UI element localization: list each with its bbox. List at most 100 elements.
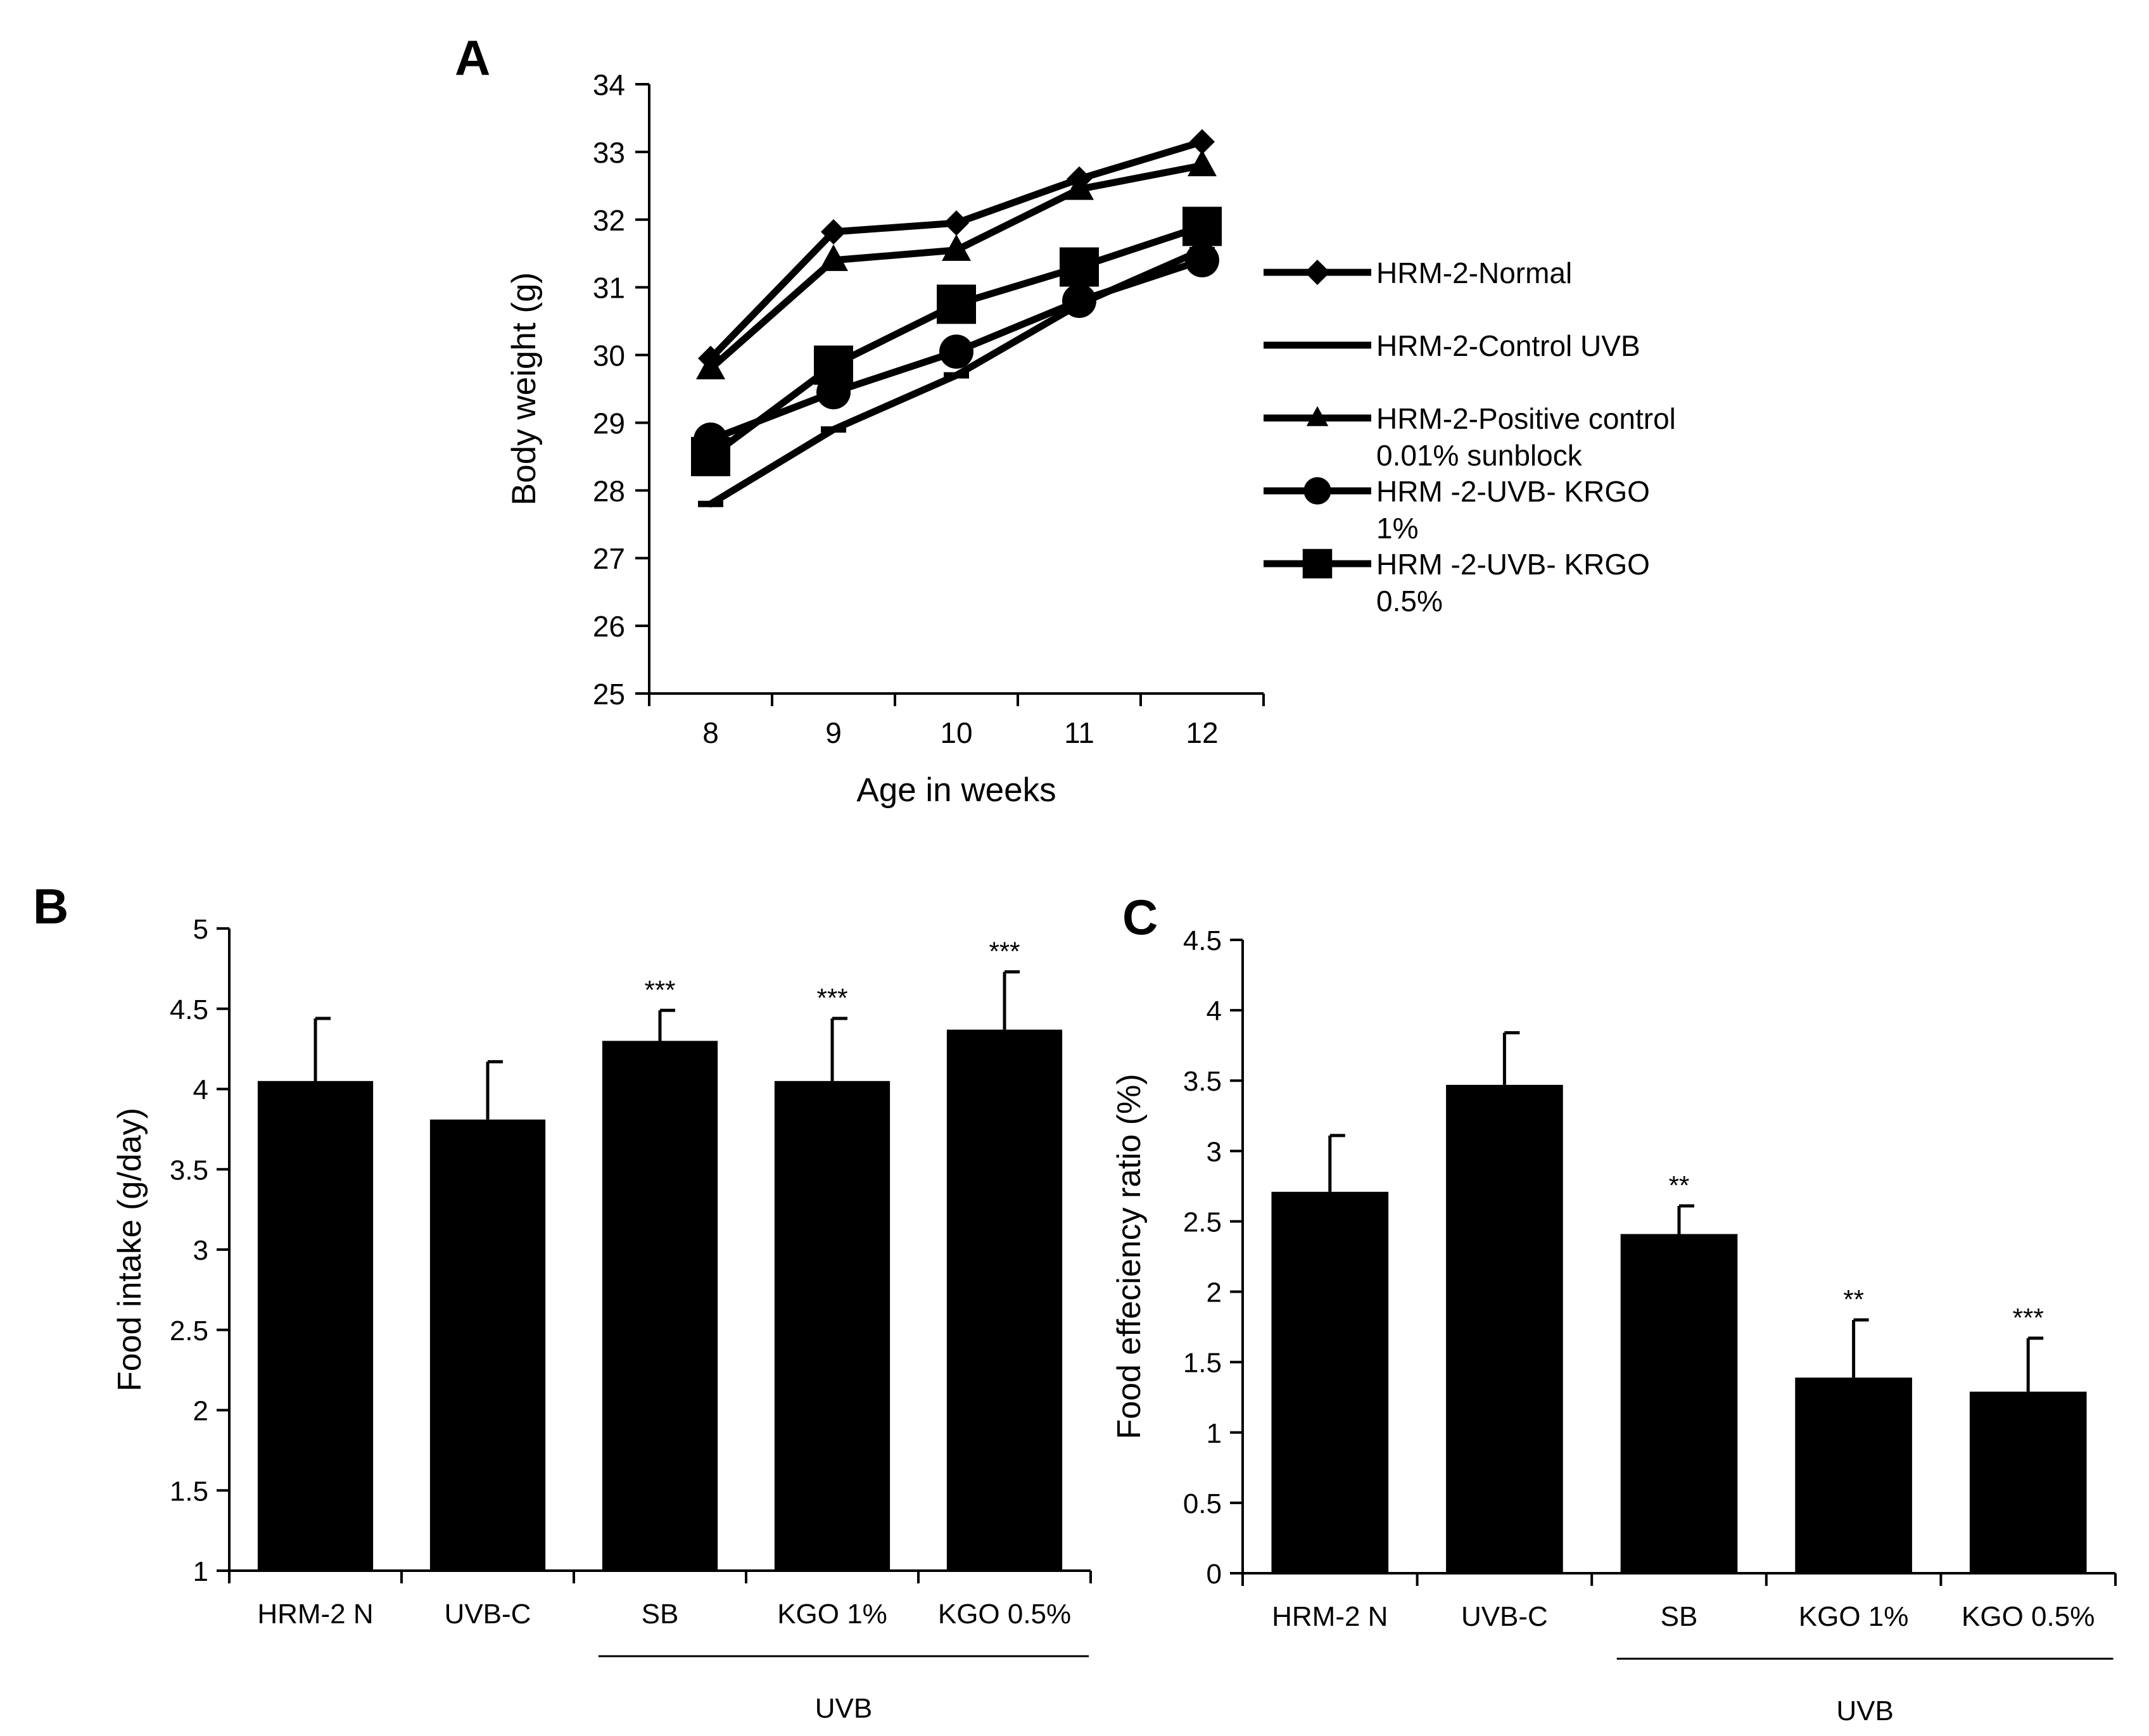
point-hrm-2-uvb-krgo-0-5 bbox=[937, 284, 976, 324]
a-y-tick-label: 34 bbox=[593, 68, 625, 101]
b-y-tick-label: 2 bbox=[193, 1396, 208, 1427]
b-significance-mark: *** bbox=[816, 983, 847, 1013]
panel-b-bar-chart: 1 1.5 2 2.5 3 3.5 4 4.5 5 HRM-2 N UVB-C *** SB *** KGO… bbox=[111, 914, 1092, 1724]
a-x-tick-label: 8 bbox=[702, 716, 719, 749]
b-group-label: UVB bbox=[815, 1693, 872, 1724]
legend-marker-group-hrm-2-uvb-krgo-1 bbox=[1303, 477, 1331, 505]
b-y-tick-label: 3 bbox=[193, 1235, 208, 1266]
b-bar-uvb-c bbox=[429, 1119, 546, 1571]
c-x-tick-label: KGO 1% bbox=[1799, 1601, 1909, 1632]
b-x-tick-label: HRM-2 N bbox=[257, 1599, 373, 1630]
c-bar-hrm-2-n bbox=[1271, 1191, 1389, 1573]
panel-a-letter: A bbox=[455, 30, 490, 86]
b-x-tick-label: SB bbox=[642, 1599, 679, 1630]
b-y-axis-label: Food intake (g/day) bbox=[111, 1108, 148, 1391]
c-bar-kgo-0-5 bbox=[1969, 1391, 2087, 1573]
c-group-label: UVB bbox=[1836, 1695, 1893, 1726]
a-y-tick-label: 27 bbox=[593, 542, 625, 575]
legend-marker-hrm-2-uvb-krgo-1 bbox=[1303, 477, 1331, 505]
point-hrm-2-positive-control-0-01-sunblock bbox=[696, 352, 725, 379]
legend-marker-group-hrm-2-positive-control-0-01-sunblock bbox=[1306, 406, 1329, 426]
point-hrm-2-uvb-krgo-0-5 bbox=[1182, 206, 1222, 246]
c-y-tick-label: 1.5 bbox=[1183, 1348, 1222, 1379]
point-hrm-2-uvb-krgo-0-5 bbox=[814, 345, 853, 385]
c-significance-mark: ** bbox=[1843, 1284, 1864, 1314]
point-hrm-2-uvb-krgo-0-5 bbox=[1060, 247, 1099, 287]
a-y-tick-label: 32 bbox=[593, 204, 625, 237]
b-bar-sb bbox=[602, 1041, 718, 1571]
legend-label-hrm-2-uvb-krgo-1: HRM -2-UVB- KRGO bbox=[1376, 475, 1650, 508]
a-x-tick-label: 11 bbox=[1064, 716, 1094, 749]
legend-label-hrm-2-control-uvb: HRM-2-Control UVB bbox=[1376, 329, 1640, 362]
point-hrm-2-uvb-krgo-1 bbox=[1062, 284, 1096, 319]
b-significance-mark: *** bbox=[989, 936, 1020, 966]
b-y-tick-label: 2.5 bbox=[170, 1315, 208, 1346]
legend-marker-hrm-2-positive-control-0-01-sunblock bbox=[1306, 406, 1329, 426]
c-y-tick-label: 4.5 bbox=[1183, 925, 1222, 956]
point-hrm-2-uvb-krgo-0-5 bbox=[691, 436, 730, 476]
legend-label-hrm-2-uvb-krgo-0-5: HRM -2-UVB- KRGO bbox=[1376, 548, 1650, 581]
point-hrm-2-positive-control-0-01-sunblock bbox=[942, 234, 971, 261]
c-y-tick-label: 2 bbox=[1207, 1277, 1222, 1308]
c-bar-uvb-c bbox=[1446, 1084, 1563, 1573]
legend-label-hrm-2-uvb-krgo-0-5: 0.5% bbox=[1376, 585, 1443, 618]
a-x-tick-label: 12 bbox=[1186, 716, 1218, 749]
point-hrm-2-control-uvb bbox=[698, 500, 723, 507]
b-y-tick-label: 4.5 bbox=[170, 994, 208, 1025]
panel-b-letter: B bbox=[33, 878, 68, 934]
c-y-tick-label: 3.5 bbox=[1183, 1066, 1222, 1097]
legend-marker-group-hrm-2-uvb-krgo-0-5 bbox=[1302, 548, 1333, 579]
point-hrm-2-positive-control-0-01-sunblock bbox=[1065, 173, 1094, 200]
a-x-tick-label: 10 bbox=[940, 716, 972, 749]
a-y-axis-label: Body weight (g) bbox=[505, 272, 543, 505]
legend-marker-hrm-2-normal bbox=[1305, 260, 1330, 285]
b-y-tick-label: 4 bbox=[193, 1075, 208, 1106]
panel-c-bar-chart: 0 0.5 1 1.5 2 2.5 3 3.5 4 4.5 HRM-2 N UVB-C ** SB ** KG… bbox=[1111, 925, 2117, 1726]
b-bar-kgo-1 bbox=[774, 1080, 891, 1571]
c-significance-mark: ** bbox=[1669, 1170, 1690, 1200]
legend-label-hrm-2-uvb-krgo-1: 1% bbox=[1376, 512, 1418, 545]
point-hrm-2-uvb-krgo-1 bbox=[1185, 243, 1219, 277]
c-bar-kgo-1 bbox=[1795, 1378, 1912, 1573]
b-bar-kgo-0-5 bbox=[946, 1029, 1063, 1571]
point-hrm-2-control-uvb bbox=[821, 426, 846, 433]
a-y-tick-label: 25 bbox=[593, 678, 625, 711]
b-significance-mark: *** bbox=[644, 975, 675, 1004]
b-x-tick-label: KGO 0.5% bbox=[938, 1599, 1071, 1630]
c-y-tick-label: 0.5 bbox=[1183, 1488, 1222, 1519]
point-hrm-2-uvb-krgo-1 bbox=[939, 334, 973, 369]
c-significance-mark: *** bbox=[2013, 1303, 2044, 1333]
c-y-tick-label: 0 bbox=[1207, 1559, 1222, 1590]
point-hrm-2-normal bbox=[1189, 129, 1215, 155]
a-x-tick-label: 9 bbox=[825, 716, 842, 749]
b-x-tick-label: UVB-C bbox=[445, 1599, 531, 1630]
point-hrm-2-normal bbox=[821, 219, 846, 245]
point-hrm-2-normal bbox=[944, 210, 969, 236]
a-y-tick-label: 28 bbox=[593, 474, 625, 507]
c-x-tick-label: UVB-C bbox=[1461, 1601, 1548, 1632]
a-y-tick-label: 29 bbox=[593, 407, 625, 440]
c-y-tick-label: 2.5 bbox=[1183, 1207, 1222, 1238]
a-y-tick-label: 30 bbox=[593, 339, 625, 372]
a-x-axis-label: Age in weeks bbox=[856, 771, 1056, 809]
c-x-tick-label: SB bbox=[1661, 1601, 1698, 1632]
panel-c-letter: C bbox=[1122, 889, 1158, 945]
b-y-tick-label: 1.5 bbox=[170, 1476, 208, 1507]
c-x-tick-label: HRM-2 N bbox=[1272, 1601, 1388, 1632]
c-y-axis-label: Food effeciency ratio (%) bbox=[1111, 1074, 1148, 1439]
a-y-tick-label: 31 bbox=[593, 272, 625, 305]
legend-label-hrm-2-positive-control-0-01-sunblock: 0.01% sunblock bbox=[1376, 439, 1583, 472]
a-y-tick-label: 26 bbox=[593, 610, 625, 643]
legend-marker-group-hrm-2-normal bbox=[1305, 260, 1330, 285]
b-y-tick-label: 5 bbox=[193, 914, 208, 945]
legend-marker-hrm-2-uvb-krgo-0-5 bbox=[1302, 548, 1333, 579]
c-bar-sb bbox=[1620, 1234, 1738, 1573]
c-y-tick-label: 3 bbox=[1207, 1136, 1222, 1167]
point-hrm-2-positive-control-0-01-sunblock bbox=[1188, 149, 1217, 177]
legend-label-hrm-2-positive-control-0-01-sunblock: HRM-2-Positive control bbox=[1376, 402, 1676, 435]
point-hrm-2-positive-control-0-01-sunblock bbox=[819, 244, 848, 271]
a-y-tick-label: 33 bbox=[593, 136, 625, 169]
panel-a-line-chart: 25 26 27 28 29 30 31 32 33 34 8 9 10 11 12 Age in weeks… bbox=[505, 68, 1676, 809]
b-bar-hrm-2-n bbox=[257, 1080, 374, 1571]
b-x-tick-label: KGO 1% bbox=[777, 1599, 887, 1630]
